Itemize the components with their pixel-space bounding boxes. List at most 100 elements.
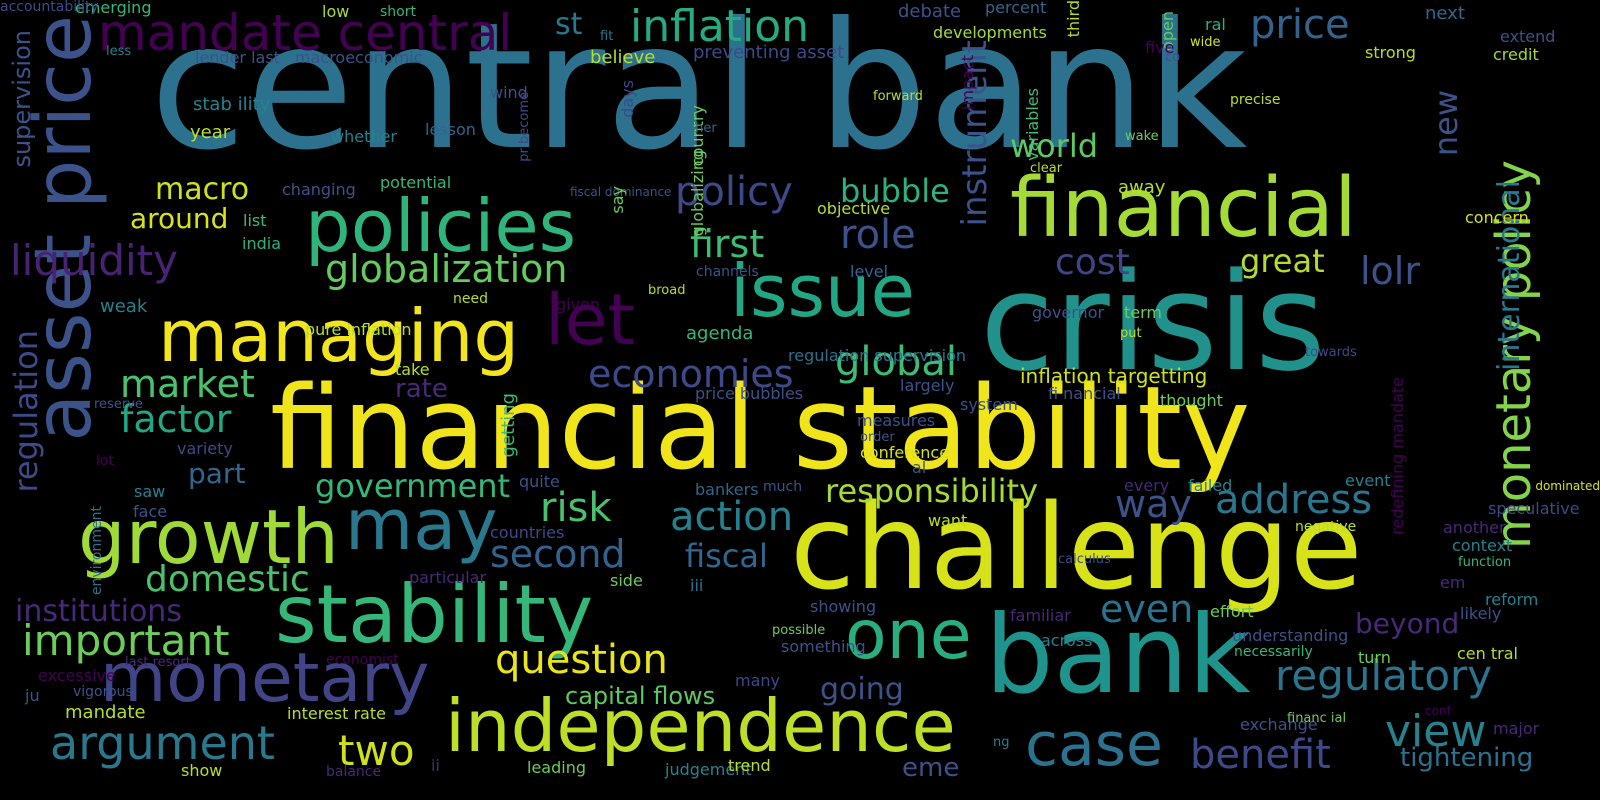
word-vigorous: vigorous [73, 684, 133, 700]
word-whether: whether [331, 127, 397, 146]
word-macro: macro [155, 172, 250, 207]
word-cost: cost [1055, 242, 1130, 283]
word-take: take [395, 360, 430, 379]
word-much: much [763, 479, 803, 495]
word-strong: strong [1365, 43, 1416, 62]
word-india: india [242, 234, 281, 253]
word-weak: weak [100, 296, 148, 317]
word-interest-rate: interest rate [287, 704, 386, 723]
word-em: em [1440, 573, 1466, 592]
word-price: price [1250, 2, 1350, 48]
word-around: around [130, 202, 229, 235]
word-argument: argument [50, 716, 275, 770]
word-second: second [490, 532, 626, 576]
word-ii: ii [431, 756, 440, 775]
word-across: across [1041, 631, 1093, 650]
word-agenda: agenda [686, 323, 754, 344]
word-major: major [1493, 719, 1540, 738]
word-system: system [960, 395, 1018, 414]
word-order: order [860, 430, 895, 445]
word-ral: ral [1205, 15, 1226, 34]
word-beyond: beyond [1355, 607, 1460, 640]
word-risk: risk [540, 485, 612, 531]
word-potential: potential [380, 173, 452, 192]
word-list: list [243, 211, 267, 230]
word-mandate: mandate [65, 702, 146, 723]
word-mandate-central: mandate central [98, 4, 513, 62]
word-liquidity: liquidity [10, 236, 178, 285]
word-central-bank: central bank [150, 0, 1248, 189]
word-ther: ther [690, 121, 717, 136]
word-showing: showing [810, 597, 877, 616]
word-financ-ial: financ ial [1287, 711, 1347, 726]
word-one: one [845, 596, 972, 675]
word-even: even [1100, 587, 1194, 631]
word-regulation-supervision: regulation supervision [788, 346, 967, 365]
word-largely: largely [900, 376, 955, 395]
word-emerging: emerging [75, 0, 152, 17]
word-first: first [690, 222, 765, 266]
word-possible: possible [772, 623, 826, 638]
word-may: may [345, 484, 498, 566]
word-preventing-asset: preventing asset [693, 42, 845, 63]
word-thought: thought [1160, 391, 1223, 410]
word-calculus: calculus [1058, 552, 1111, 567]
word-trend: trend [728, 756, 771, 775]
word-bank: bank [985, 593, 1251, 718]
word-rate: rate [395, 374, 448, 404]
word-role: role [840, 212, 916, 258]
word-accountability: accountability [0, 0, 99, 15]
word-government: government [315, 467, 511, 505]
word-exchange: exchange [1240, 715, 1318, 734]
word-changing: changing [282, 180, 356, 199]
word-short: short [380, 4, 416, 20]
word-particular: particular [409, 568, 487, 587]
word-economies: economies [588, 352, 794, 396]
word-new: new [1427, 90, 1465, 157]
word-governor: governor [1032, 303, 1105, 322]
word-channels: channels [696, 264, 759, 280]
word-benefit: benefit [1190, 732, 1331, 778]
word-inflation: inflation [630, 1, 810, 52]
word-great: great [1240, 242, 1325, 280]
word-less: less [106, 44, 132, 59]
word-dominated: dominated [1535, 479, 1600, 493]
word-important: important [22, 616, 230, 665]
word-towards: towards [1305, 345, 1357, 360]
word-challenge: challenge [790, 478, 1363, 616]
word-bubble: bubble [840, 172, 950, 210]
word-issue: issue [730, 249, 915, 333]
word-economist: economist [326, 652, 399, 668]
word-side: side [610, 571, 643, 590]
word-eme: eme [902, 753, 960, 783]
word-face: face [133, 502, 168, 521]
word-reform: reform [1485, 590, 1539, 609]
word-debate: debate [898, 1, 962, 22]
word-two: two [338, 726, 415, 775]
word-likely: likely [1460, 604, 1502, 623]
word-capital-flows: capital flows [565, 682, 716, 710]
word-level: level [850, 262, 889, 281]
word-another: another [1443, 518, 1506, 537]
word-days: days [618, 80, 637, 118]
word-inflation-targetting: inflation targetting [1020, 364, 1208, 388]
word-financial: financial [1010, 161, 1357, 256]
word-institutions: institutions [15, 594, 182, 629]
word-lot: lot [96, 453, 114, 469]
word-market: market [120, 362, 255, 406]
word-want: want [928, 511, 968, 530]
word-variety: variety [177, 439, 233, 458]
word-policy: policy [675, 169, 793, 215]
word-st: st [555, 7, 583, 42]
word-away: away [1118, 177, 1166, 198]
word-fit: fit [600, 29, 614, 44]
word-wide: wide [1190, 35, 1221, 50]
word-lender-last: lender last [195, 48, 280, 67]
word-responsibility: responsibility [825, 472, 1039, 510]
word-going: going [820, 672, 904, 707]
word-next: next [1425, 3, 1465, 24]
word-quite: quite [519, 472, 560, 491]
word-environment: environment [89, 506, 105, 596]
word-speculative: speculative [1488, 499, 1580, 518]
word-precise: precise [1230, 92, 1281, 108]
